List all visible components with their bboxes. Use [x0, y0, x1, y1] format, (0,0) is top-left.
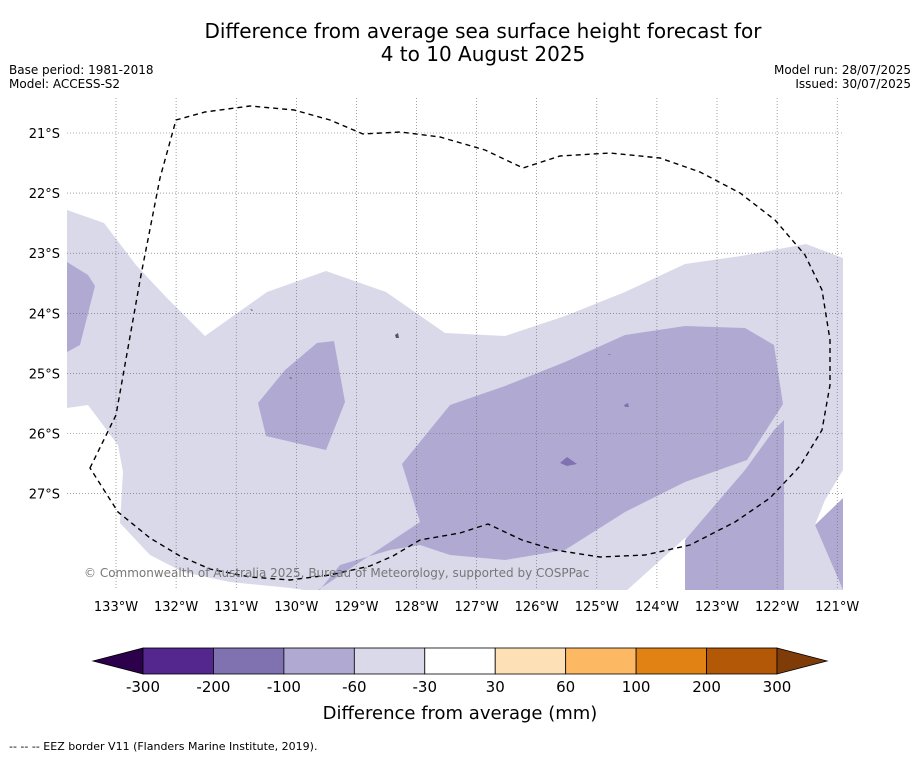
colorbar-over-arrow: [776, 647, 829, 675]
colorbar-under-arrow: [91, 647, 144, 675]
lon-label: 125°W: [575, 600, 619, 615]
contour-speck-5: [289, 377, 292, 379]
lon-label: 121°W: [815, 600, 859, 615]
contour-speck-1: [560, 457, 577, 466]
colorbar-tick-label: -60: [342, 678, 367, 696]
run-info-right: Model run: 28/07/2025 Issued: 30/07/2025: [774, 63, 911, 91]
colorbar-tick-label: 100: [622, 678, 651, 696]
lon-label: 124°W: [635, 600, 679, 615]
colorbar-segment: [283, 647, 355, 675]
colorbar-tick-label: -100: [267, 678, 301, 696]
lon-label: 133°W: [94, 600, 138, 615]
title-line-2: 4 to 10 August 2025: [380, 42, 586, 66]
title-line-1: Difference from average sea surface heig…: [204, 19, 762, 43]
contour-band-medium-west: [67, 262, 95, 352]
lon-label: 126°W: [515, 600, 559, 615]
lat-label: 22°S: [29, 187, 60, 202]
contour-gap-south-left: [67, 405, 304, 590]
lon-label: 127°W: [455, 600, 499, 615]
lon-label: 128°W: [394, 600, 438, 615]
colorbar-segment: [706, 647, 778, 675]
colorbar-segment: [494, 647, 567, 675]
map-title: Difference from average sea surface heig…: [0, 20, 919, 66]
lon-label: 123°W: [695, 600, 739, 615]
contour-band-medium-center: [258, 341, 345, 450]
contour-speck-6: [608, 354, 611, 355]
colorbar-segment: [353, 647, 426, 675]
base-period: Base period: 1981-2018: [9, 63, 154, 77]
colorbar-segment: [565, 647, 637, 675]
lat-label: 25°S: [29, 367, 60, 382]
graticule: [67, 98, 843, 590]
latitude-labels: 21°S 22°S 23°S 24°S 25°S 26°S 27°S: [29, 127, 60, 503]
colorbar-segment: [635, 647, 707, 675]
lon-label: 132°W: [154, 600, 198, 615]
contour-band-medium-main: [318, 326, 784, 590]
colorbar-tick-label: 60: [556, 678, 575, 696]
colorbar-segment: [424, 647, 496, 675]
colorbar-tick-label: 30: [486, 678, 505, 696]
colorbar-tick-label: 200: [692, 678, 721, 696]
colorbar-segments: [142, 647, 778, 675]
lon-label: 129°W: [334, 600, 378, 615]
contour-band-medium-east: [815, 498, 843, 590]
lon-label: 122°W: [755, 600, 799, 615]
colorbar-tick-label: -30: [413, 678, 438, 696]
colorbar-tick-label: -200: [196, 678, 230, 696]
lon-label: 131°W: [214, 600, 258, 615]
lat-label: 21°S: [29, 127, 60, 142]
issued-date: Issued: 30/07/2025: [795, 77, 911, 91]
eez-footnote: -- -- -- EEZ border V11 (Flanders Marine…: [9, 740, 318, 753]
colorbar: -300 -200 -100 -60 -30 30 60 100 200 300 Differen…: [91, 647, 829, 724]
lat-label: 24°S: [29, 307, 60, 322]
copyright-notice: © Commonwealth of Australia 2025, Bureau…: [84, 566, 589, 580]
contour-speck-3: [395, 333, 399, 338]
model-name: Model: ACCESS-S2: [9, 77, 121, 91]
contour-layer: [67, 210, 843, 590]
colorbar-label: Difference from average (mm): [323, 703, 598, 724]
contour-speck-4: [250, 309, 253, 311]
contour-speck-2: [624, 403, 629, 407]
lat-label: 27°S: [29, 488, 60, 503]
lat-label: 23°S: [29, 247, 60, 262]
colorbar-segment: [213, 647, 285, 675]
eez-border: [89, 105, 831, 581]
colorbar-segment: [142, 647, 214, 675]
colorbar-tick-labels: -300 -200 -100 -60 -30 30 60 100 200 300: [126, 678, 791, 696]
colorbar-tick-label: -300: [126, 678, 160, 696]
model-run-date: Model run: 28/07/2025: [773, 63, 911, 77]
run-info-left: Base period: 1981-2018 Model: ACCESS-S2: [9, 63, 154, 91]
longitude-labels: 133°W 132°W 131°W 130°W 129°W 128°W 127°W 126°W…: [94, 600, 860, 615]
lat-label: 26°S: [29, 428, 60, 443]
lon-label: 130°W: [274, 600, 318, 615]
colorbar-tick-label: 300: [763, 678, 792, 696]
